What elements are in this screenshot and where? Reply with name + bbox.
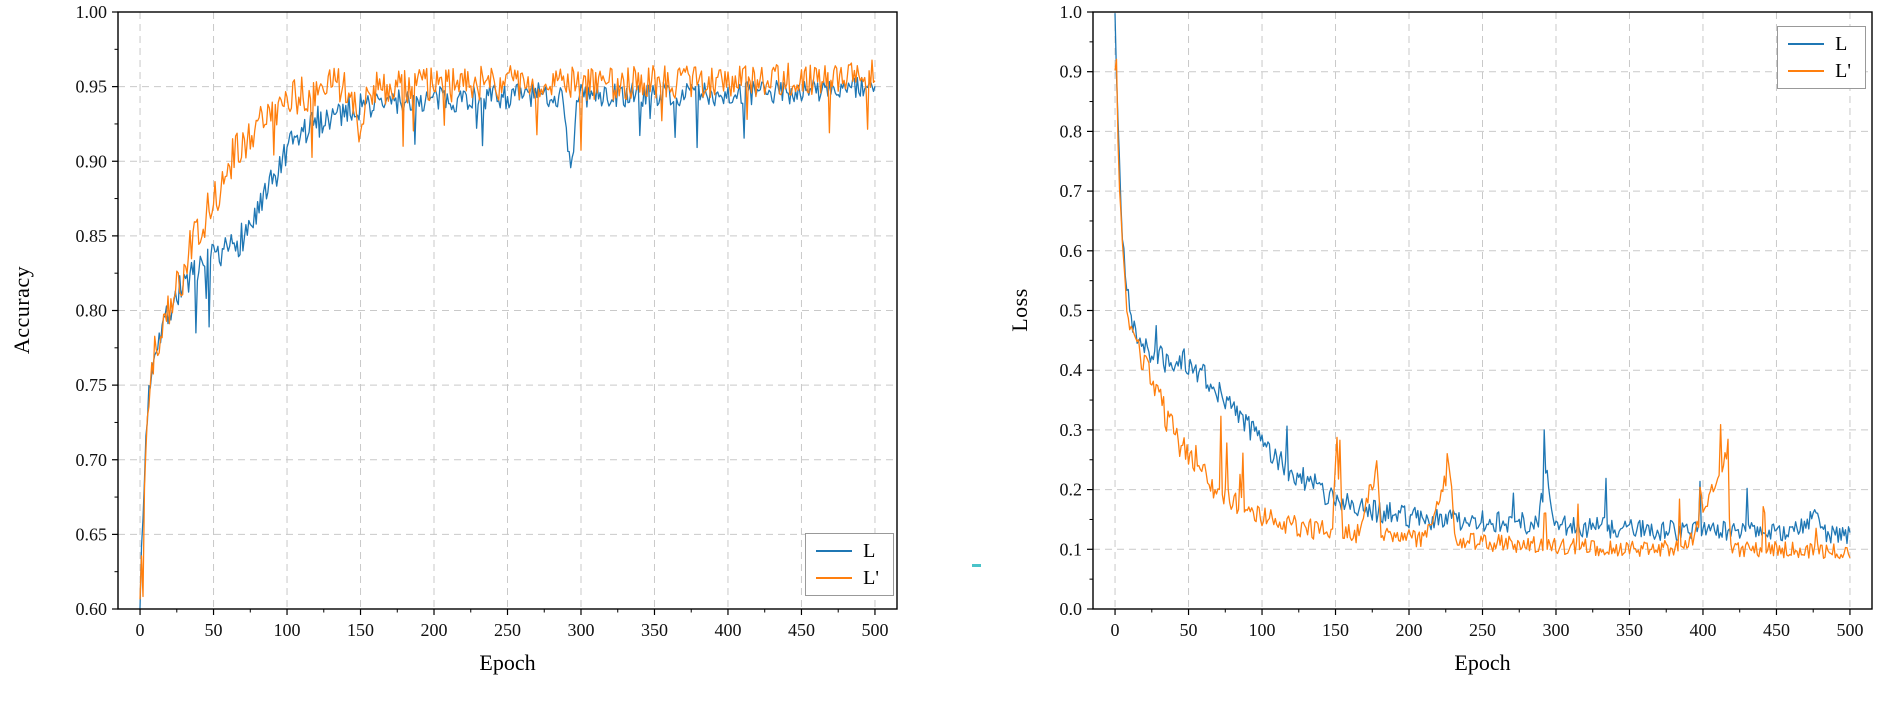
legend-line-swatch-L bbox=[816, 550, 853, 552]
x-tick-label: 250 bbox=[494, 620, 521, 640]
ticks bbox=[112, 11, 876, 615]
accuracy-axis-label: Accuracy bbox=[9, 265, 34, 355]
x-tick-label: 50 bbox=[1180, 620, 1198, 640]
x-tick-label: 100 bbox=[274, 620, 301, 640]
x-tick-label: 350 bbox=[641, 620, 668, 640]
y-tick-label: 0.65 bbox=[76, 524, 108, 544]
y-tick-label: 0.80 bbox=[76, 301, 108, 321]
y-tick-label: 0.8 bbox=[1060, 121, 1083, 141]
accuracy-plot-svg: 0 50 100 150 200 250 300 350 400 450 500 0.60 0.65 0.… bbox=[76, 2, 898, 640]
legend-accuracy: L L' bbox=[805, 533, 894, 596]
x-tick-label: 0 bbox=[1111, 620, 1120, 640]
tick-labels: 0 50 100 150 200 250 300 350 400 450 500 0.60 0.65 0.… bbox=[76, 2, 889, 640]
y-tick-label: 0.70 bbox=[76, 450, 108, 470]
y-tick-label: 0.7 bbox=[1060, 181, 1083, 201]
legend-line-swatch-L-prime bbox=[816, 577, 853, 579]
legend-line-swatch-L bbox=[1788, 43, 1825, 45]
y-tick-label: 0.4 bbox=[1060, 360, 1083, 380]
x-tick-label: 300 bbox=[567, 620, 594, 640]
legend-label-L: L bbox=[1835, 33, 1848, 55]
y-tick-label: 0.6 bbox=[1060, 241, 1083, 261]
stray-cursor-mark bbox=[972, 564, 981, 567]
legend-loss: L L' bbox=[1777, 26, 1866, 89]
x-tick-label: 500 bbox=[1836, 620, 1863, 640]
epoch-axis-label-right: Epoch bbox=[1454, 650, 1511, 675]
epoch-axis-label-left: Epoch bbox=[479, 650, 536, 675]
x-tick-label: 400 bbox=[714, 620, 741, 640]
series-line-L bbox=[139, 76, 876, 609]
x-tick-label: 0 bbox=[136, 620, 145, 640]
legend-item-L: L bbox=[816, 541, 879, 561]
y-tick-label: 0.75 bbox=[76, 375, 108, 395]
y-tick-label: 0.3 bbox=[1060, 420, 1083, 440]
x-tick-label: 400 bbox=[1689, 620, 1716, 640]
series-line-L bbox=[1114, 13, 1851, 545]
x-tick-label: 250 bbox=[1469, 620, 1496, 640]
legend-item-L-prime: L' bbox=[816, 568, 879, 588]
y-tick-label: 0.85 bbox=[76, 226, 108, 246]
loss-chart: 0 50 100 150 200 250 300 350 400 450 500 0.0 0.1 0.2 0… bbox=[950, 0, 1900, 702]
y-tick-label: 0.95 bbox=[76, 77, 108, 97]
x-tick-label: 150 bbox=[347, 620, 374, 640]
x-tick-label: 100 bbox=[1249, 620, 1276, 640]
x-tick-label: 200 bbox=[421, 620, 448, 640]
legend-label-L-prime: L' bbox=[863, 567, 879, 589]
y-tick-label: 0.0 bbox=[1060, 599, 1083, 619]
x-tick-label: 300 bbox=[1542, 620, 1569, 640]
legend-label-L-prime: L' bbox=[1835, 60, 1851, 82]
x-tick-label: 150 bbox=[1322, 620, 1349, 640]
y-tick-label: 0.60 bbox=[76, 599, 108, 619]
y-tick-label: 0.5 bbox=[1060, 301, 1083, 321]
accuracy-chart: 0 50 100 150 200 250 300 350 400 450 500 0.60 0.65 0.… bbox=[9, 2, 898, 675]
legend-item-L: L bbox=[1788, 34, 1851, 54]
x-tick-label: 50 bbox=[205, 620, 223, 640]
x-tick-label: 450 bbox=[788, 620, 815, 640]
x-tick-label: 450 bbox=[1763, 620, 1790, 640]
x-tick-label: 200 bbox=[1396, 620, 1423, 640]
series-line-L-prime bbox=[139, 59, 876, 600]
legend-line-swatch-L-prime bbox=[1788, 70, 1825, 72]
y-tick-label: 0.1 bbox=[1060, 539, 1083, 559]
y-tick-label: 1.0 bbox=[1060, 2, 1083, 22]
y-tick-label: 0.90 bbox=[76, 151, 108, 171]
legend-item-L-prime: L' bbox=[1788, 61, 1851, 81]
legend-label-L: L bbox=[863, 540, 876, 562]
series-line-L-prime bbox=[1114, 58, 1851, 560]
ticks bbox=[1087, 11, 1851, 615]
tick-labels: 0 50 100 150 200 250 300 350 400 450 500 0.0 0.1 0.2 0… bbox=[1060, 2, 1864, 640]
x-tick-label: 350 bbox=[1616, 620, 1643, 640]
x-tick-label: 500 bbox=[861, 620, 888, 640]
loss-plot-svg: 0 50 100 150 200 250 300 350 400 450 500 0.0 0.1 0.2 0… bbox=[1060, 2, 1873, 640]
y-tick-label: 0.2 bbox=[1060, 480, 1083, 500]
loss-axis-label: Loss bbox=[1007, 288, 1032, 332]
y-tick-label: 0.9 bbox=[1060, 62, 1083, 82]
y-tick-label: 1.00 bbox=[76, 2, 108, 22]
